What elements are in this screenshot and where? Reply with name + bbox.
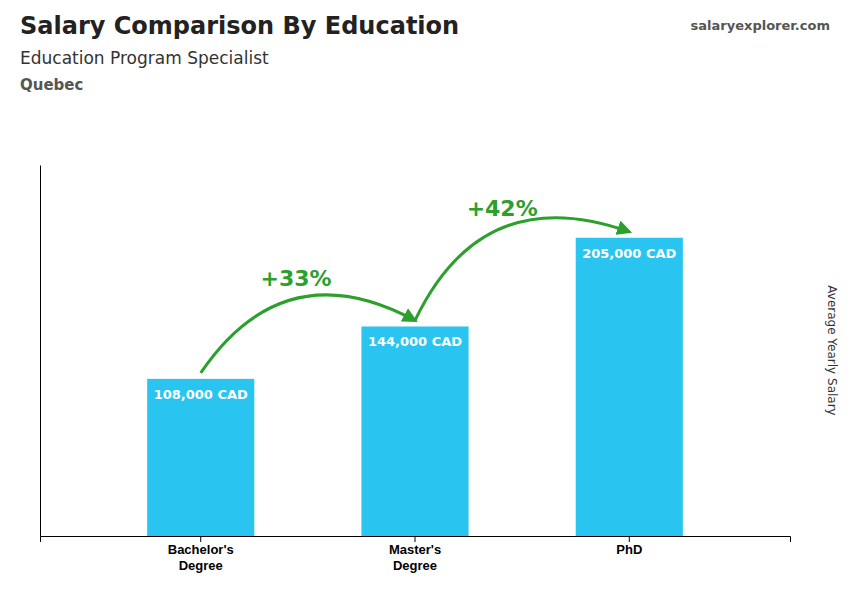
x-tick-label-line: PhD: [616, 542, 642, 557]
y-axis: [40, 166, 41, 537]
data-labels: 108,000 CAD 144,000 CAD 205,000 CAD: [154, 246, 677, 402]
x-tick-label: Master'sDegree: [389, 542, 441, 573]
location: Quebec: [20, 76, 83, 94]
x-tick-mark: [415, 536, 416, 542]
x-tick-label-line: Bachelor's: [168, 542, 234, 557]
x-tick-label: PhD: [616, 542, 642, 557]
annotations: +33% +42%: [201, 196, 630, 373]
chart-container: Salary Comparison By Education Education …: [0, 0, 850, 606]
x-axis: Bachelor'sDegreeMaster'sDegreePhD: [41, 536, 791, 573]
title: Salary Comparison By Education: [20, 12, 459, 40]
bar: [147, 379, 254, 536]
source: salaryexplorer.com: [691, 18, 830, 33]
change-label: +42%: [467, 196, 538, 221]
x-tick: Master'sDegree: [389, 536, 441, 573]
x-tick: PhD: [616, 536, 642, 557]
x-tick-label-line: Master's: [389, 542, 441, 557]
change-label: +33%: [261, 266, 332, 291]
y-axis-line: [40, 166, 41, 537]
data-label: 144,000 CAD: [368, 334, 462, 349]
x-tick-mark: [200, 536, 201, 542]
bar: [576, 238, 683, 536]
plot: Bachelor'sDegreeMaster'sDegreePhD108,000…: [41, 166, 791, 573]
bars: [147, 238, 683, 536]
y-label: Average Yearly Salary: [825, 285, 839, 415]
data-label: 108,000 CAD: [154, 387, 248, 402]
x-tick-mark: [629, 536, 630, 542]
data-label: 205,000 CAD: [582, 246, 676, 261]
subtitle: Education Program Specialist: [20, 48, 269, 68]
bar: [361, 326, 468, 536]
chart-svg: Salary Comparison By Education Education …: [0, 0, 850, 606]
x-tick-label-line: Degree: [179, 558, 223, 573]
x-tick: Bachelor'sDegree: [168, 536, 234, 573]
x-tick-label-line: Degree: [393, 558, 437, 573]
x-tick-label: Bachelor'sDegree: [168, 542, 234, 573]
x-axis-line: [41, 537, 791, 543]
change-arrow: [415, 218, 629, 321]
change-arrow: [201, 295, 415, 373]
